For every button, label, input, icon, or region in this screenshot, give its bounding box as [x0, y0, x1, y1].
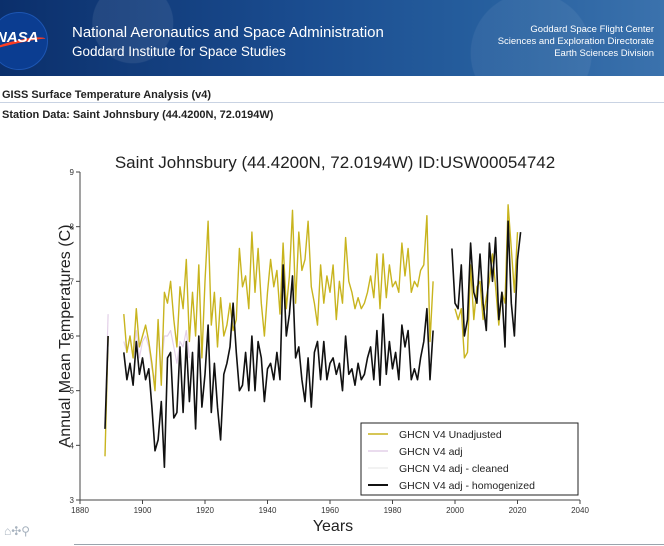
x-tick-label: 1940 [259, 506, 277, 515]
y-tick-label: 3 [70, 496, 75, 505]
divider [0, 102, 664, 103]
series-line-3 [123, 264, 434, 469]
legend-entry[interactable]: GHCN V4 adj - cleaned [399, 463, 509, 475]
plot-toolbar: ⌂✣⚲ [4, 524, 30, 538]
center-line-1[interactable]: Goddard Space Flight Center [530, 24, 654, 35]
x-axis-label: Years [313, 518, 353, 535]
y-tick-label: 8 [70, 223, 75, 232]
y-tick-label: 9 [70, 168, 75, 177]
center-line-3[interactable]: Earth Sciences Division [554, 48, 654, 59]
x-tick-label: 1900 [134, 506, 152, 515]
chart-title: Saint Johnsbury (44.4200N, 72.0194W) ID:… [115, 153, 555, 172]
y-tick-label: 7 [70, 277, 75, 286]
legend-box [360, 422, 579, 496]
series-line-3 [104, 335, 109, 429]
center-block: Goddard Space Flight Center Sciences and… [498, 24, 654, 60]
nasa-logo[interactable] [0, 12, 48, 70]
legend-entry[interactable]: GHCN V4 Unadjusted [399, 429, 502, 441]
y-tick-label: 5 [70, 387, 75, 396]
nasa-logo-text: NASA [0, 29, 39, 46]
series-lines [104, 204, 522, 469]
center-line-2[interactable]: Sciences and Exploration Directorate [497, 36, 654, 47]
x-tick-label: 1920 [196, 506, 214, 515]
legend-entry[interactable]: GHCN V4 adj [399, 446, 463, 458]
x-tick-label: 1880 [71, 506, 89, 515]
series-line-0 [123, 209, 434, 392]
home-move-zoom-icons[interactable]: ⌂✣⚲ [4, 524, 31, 538]
institute-name[interactable]: Goddard Institute for Space Studies [72, 44, 286, 59]
legend: GHCN V4 Unadjusted GHCN V4 adj GHCN V4 adj… [360, 422, 579, 496]
station-label: Station Data: Saint Johnsbury (44.4200N,… [2, 109, 274, 121]
x-tick-label: 2000 [446, 506, 464, 515]
axes: 1880 1900 1920 1940 1960 1980 2000 2020 2040 3 4 5 6… [70, 168, 590, 515]
agency-block: National Aeronautics and Space Administr… [72, 23, 384, 61]
x-tick-label: 2020 [509, 506, 527, 515]
x-tick-label: 1980 [384, 506, 402, 515]
y-axis-label: Annual Mean Temperatures (C) [57, 225, 74, 448]
banner-background [0, 0, 664, 76]
analysis-title: GISS Surface Temperature Analysis (v4) [2, 89, 212, 101]
x-tick-label: 1960 [321, 506, 339, 515]
legend-entry[interactable]: GHCN V4 adj - homogenized [399, 480, 535, 492]
bottom-divider [74, 544, 664, 545]
series-line-3 [451, 220, 522, 348]
y-tick-label: 4 [70, 441, 75, 450]
header-banner: NASA National Aeronautics and Space Admi… [0, 0, 664, 76]
x-tick-label: 2040 [571, 506, 589, 515]
agency-name[interactable]: National Aeronautics and Space Administr… [72, 24, 384, 41]
y-tick-label: 6 [70, 332, 75, 341]
